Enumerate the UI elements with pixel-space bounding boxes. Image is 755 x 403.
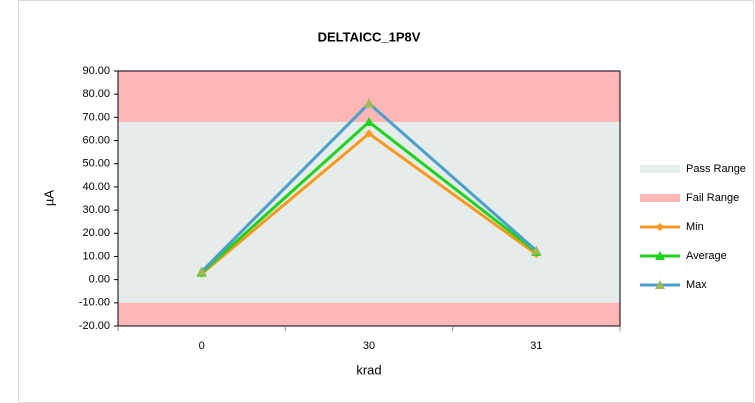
legend-label: Max — [686, 279, 707, 291]
y-tick-label: 80.00 — [82, 88, 110, 100]
chart-title: DELTAICC_1P8V — [318, 29, 421, 44]
series-marker — [365, 129, 373, 138]
plot-border — [117, 70, 621, 327]
legend-label: Min — [686, 221, 704, 233]
y-axis-title: µA — [41, 190, 56, 206]
y-tick-label: 0.00 — [89, 274, 110, 286]
y-tick-label: 30.00 — [82, 204, 110, 216]
range-band — [118, 302, 620, 326]
legend-swatch — [640, 194, 680, 202]
legend-label: Fail Range — [686, 192, 739, 204]
series-marker — [531, 245, 542, 255]
y-tick-label: -20.00 — [79, 320, 110, 332]
legend-marker — [655, 251, 665, 260]
x-tick-label: 31 — [530, 340, 542, 352]
y-tick-label: 10.00 — [82, 250, 110, 262]
legend-label: Average — [686, 250, 727, 262]
x-tick-label: 0 — [199, 340, 205, 352]
y-tick-label: 20.00 — [82, 227, 110, 239]
series-marker — [196, 266, 207, 276]
x-tick-label: 30 — [363, 340, 375, 352]
y-tick-label: -10.00 — [79, 297, 110, 309]
y-tick-label: 60.00 — [82, 134, 110, 146]
y-tick-label: 40.00 — [82, 181, 110, 193]
y-tick-label: 50.00 — [82, 158, 110, 170]
y-tick-label: 70.00 — [82, 111, 110, 123]
y-tick-label: 90.00 — [82, 65, 110, 77]
range-band — [118, 122, 620, 303]
legend-marker — [655, 280, 665, 289]
series-marker — [364, 98, 374, 108]
x-axis-title: krad — [356, 362, 381, 377]
legend-label: Pass Range — [686, 163, 746, 175]
legend-swatch — [640, 165, 680, 173]
series-marker — [364, 117, 374, 126]
legend-marker — [656, 223, 664, 231]
range-band — [118, 71, 620, 122]
